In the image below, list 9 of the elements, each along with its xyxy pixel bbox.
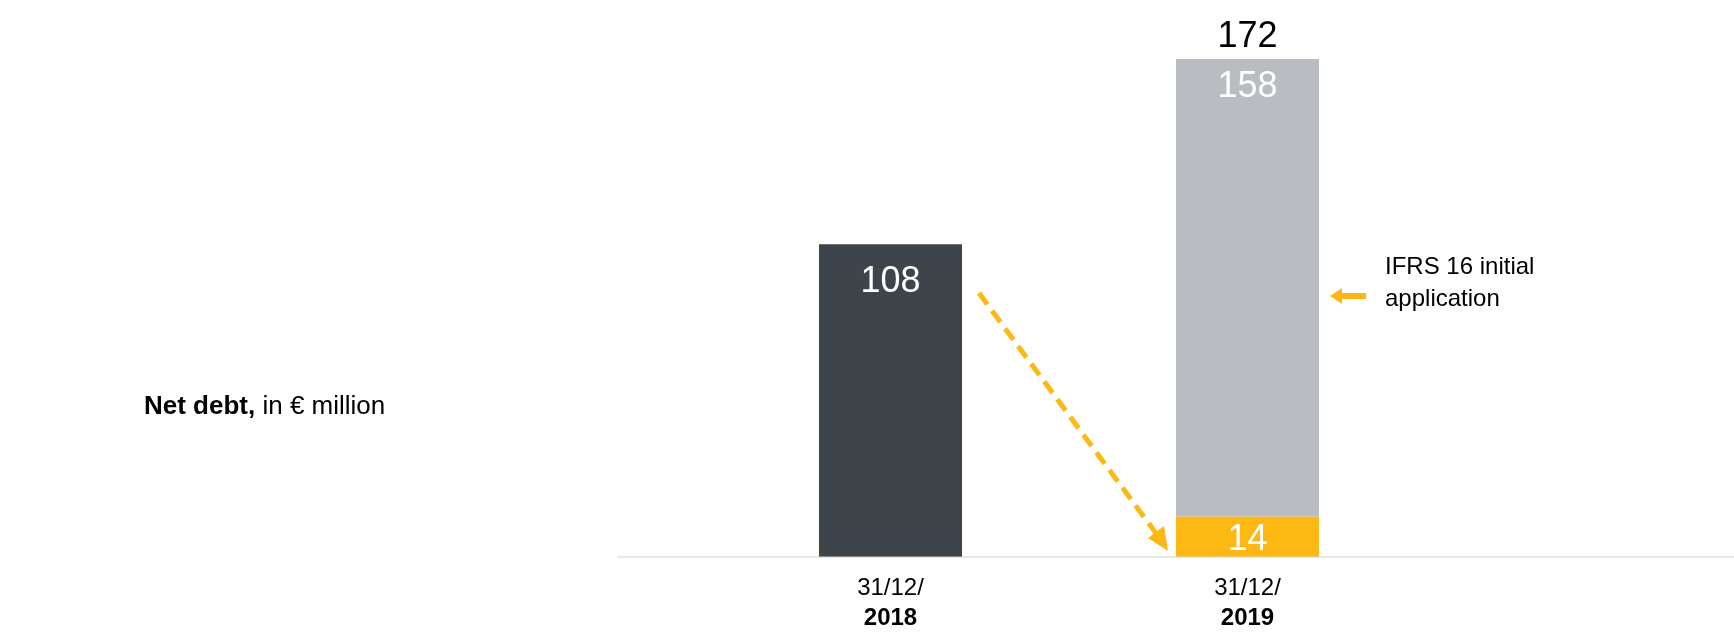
data-label: 14 [1227, 516, 1268, 558]
annotation: IFRS 16 initial application [1385, 251, 1536, 313]
data-label: 108 [860, 258, 921, 300]
text: in € million [261, 390, 386, 420]
x-tick-label: 31/12/ 2019 [1214, 573, 1282, 630]
x-tick-label: 31/12/ 2018 [857, 573, 925, 630]
total-label: 172 [1217, 14, 1278, 55]
text: Net debt, [144, 390, 256, 420]
data-label: 158 [1217, 63, 1278, 105]
